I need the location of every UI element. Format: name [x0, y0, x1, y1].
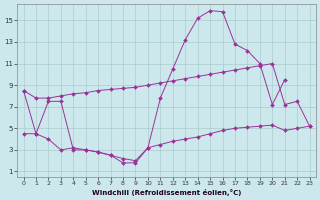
X-axis label: Windchill (Refroidissement éolien,°C): Windchill (Refroidissement éolien,°C) [92, 189, 241, 196]
